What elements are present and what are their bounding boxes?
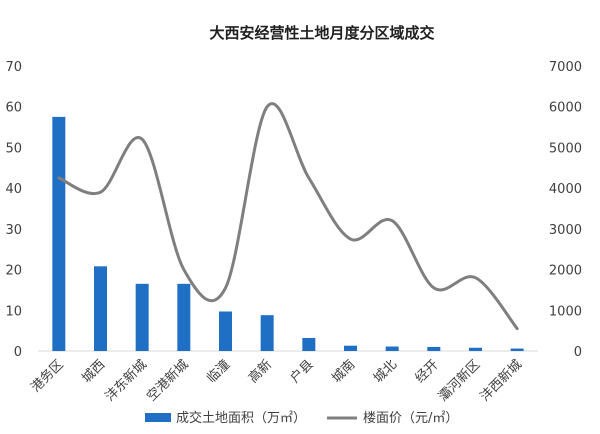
bar [219, 311, 232, 351]
y-left-tick: 60 [5, 101, 22, 116]
y-right-tick: 0 [574, 345, 582, 360]
category-label: 城西 [79, 357, 108, 386]
bar [52, 116, 66, 352]
bar [177, 283, 191, 351]
chart-title: 大西安经营性土地月度分区域成交 [209, 24, 434, 42]
y-left-tick: 70 [5, 60, 22, 75]
bar [135, 283, 149, 351]
bar [302, 337, 316, 351]
category-label: 港务区 [28, 357, 67, 396]
y-left-tick: 30 [5, 223, 22, 238]
bar-series [52, 116, 524, 352]
y-right-tick: 3000 [549, 223, 582, 238]
bar [344, 345, 357, 351]
bar [94, 266, 107, 351]
y-right-tick: 5000 [549, 141, 582, 156]
y-left-tick: 0 [14, 345, 22, 360]
y-right-tick: 1000 [549, 304, 582, 319]
category-label: 临潼 [204, 357, 234, 387]
category-label: 沣西新城 [477, 357, 525, 405]
y-left-tick: 10 [5, 304, 22, 319]
category-label: 空港新城 [144, 357, 192, 405]
category-label: 灞河新区 [435, 357, 483, 405]
category-label: 城南 [329, 357, 359, 387]
category-label: 高新 [245, 357, 275, 387]
y-right-tick: 6000 [549, 101, 582, 116]
bar [469, 347, 482, 351]
bar [260, 315, 274, 351]
legend-bar-label: 成交土地面积（万㎡） [176, 410, 306, 426]
price-line [57, 102, 519, 331]
legend-bar-swatch [145, 413, 171, 422]
category-label: 户县 [287, 357, 317, 387]
axes: 0 10 20 30 40 50 60 70 0 1000 2000 3000 4000 5000 6000… [5, 60, 582, 360]
line-series [57, 102, 519, 331]
legend-line-label: 楼面价（元/㎡） [363, 411, 458, 426]
bar [427, 346, 441, 351]
y-right-tick: 4000 [549, 182, 582, 197]
y-right-tick: 2000 [549, 264, 582, 279]
y-right-tick: 7000 [549, 60, 582, 75]
bar [510, 348, 524, 351]
category-label: 沣东新城 [102, 357, 150, 405]
bar [385, 346, 399, 351]
y-left-tick: 20 [5, 264, 22, 279]
y-left-tick: 40 [5, 182, 22, 197]
legend: 成交土地面积（万㎡） 楼面价（元/㎡） [145, 410, 458, 426]
category-label: 经开 [413, 357, 442, 386]
y-left-tick: 50 [5, 141, 22, 156]
category-label: 城北 [371, 357, 400, 386]
